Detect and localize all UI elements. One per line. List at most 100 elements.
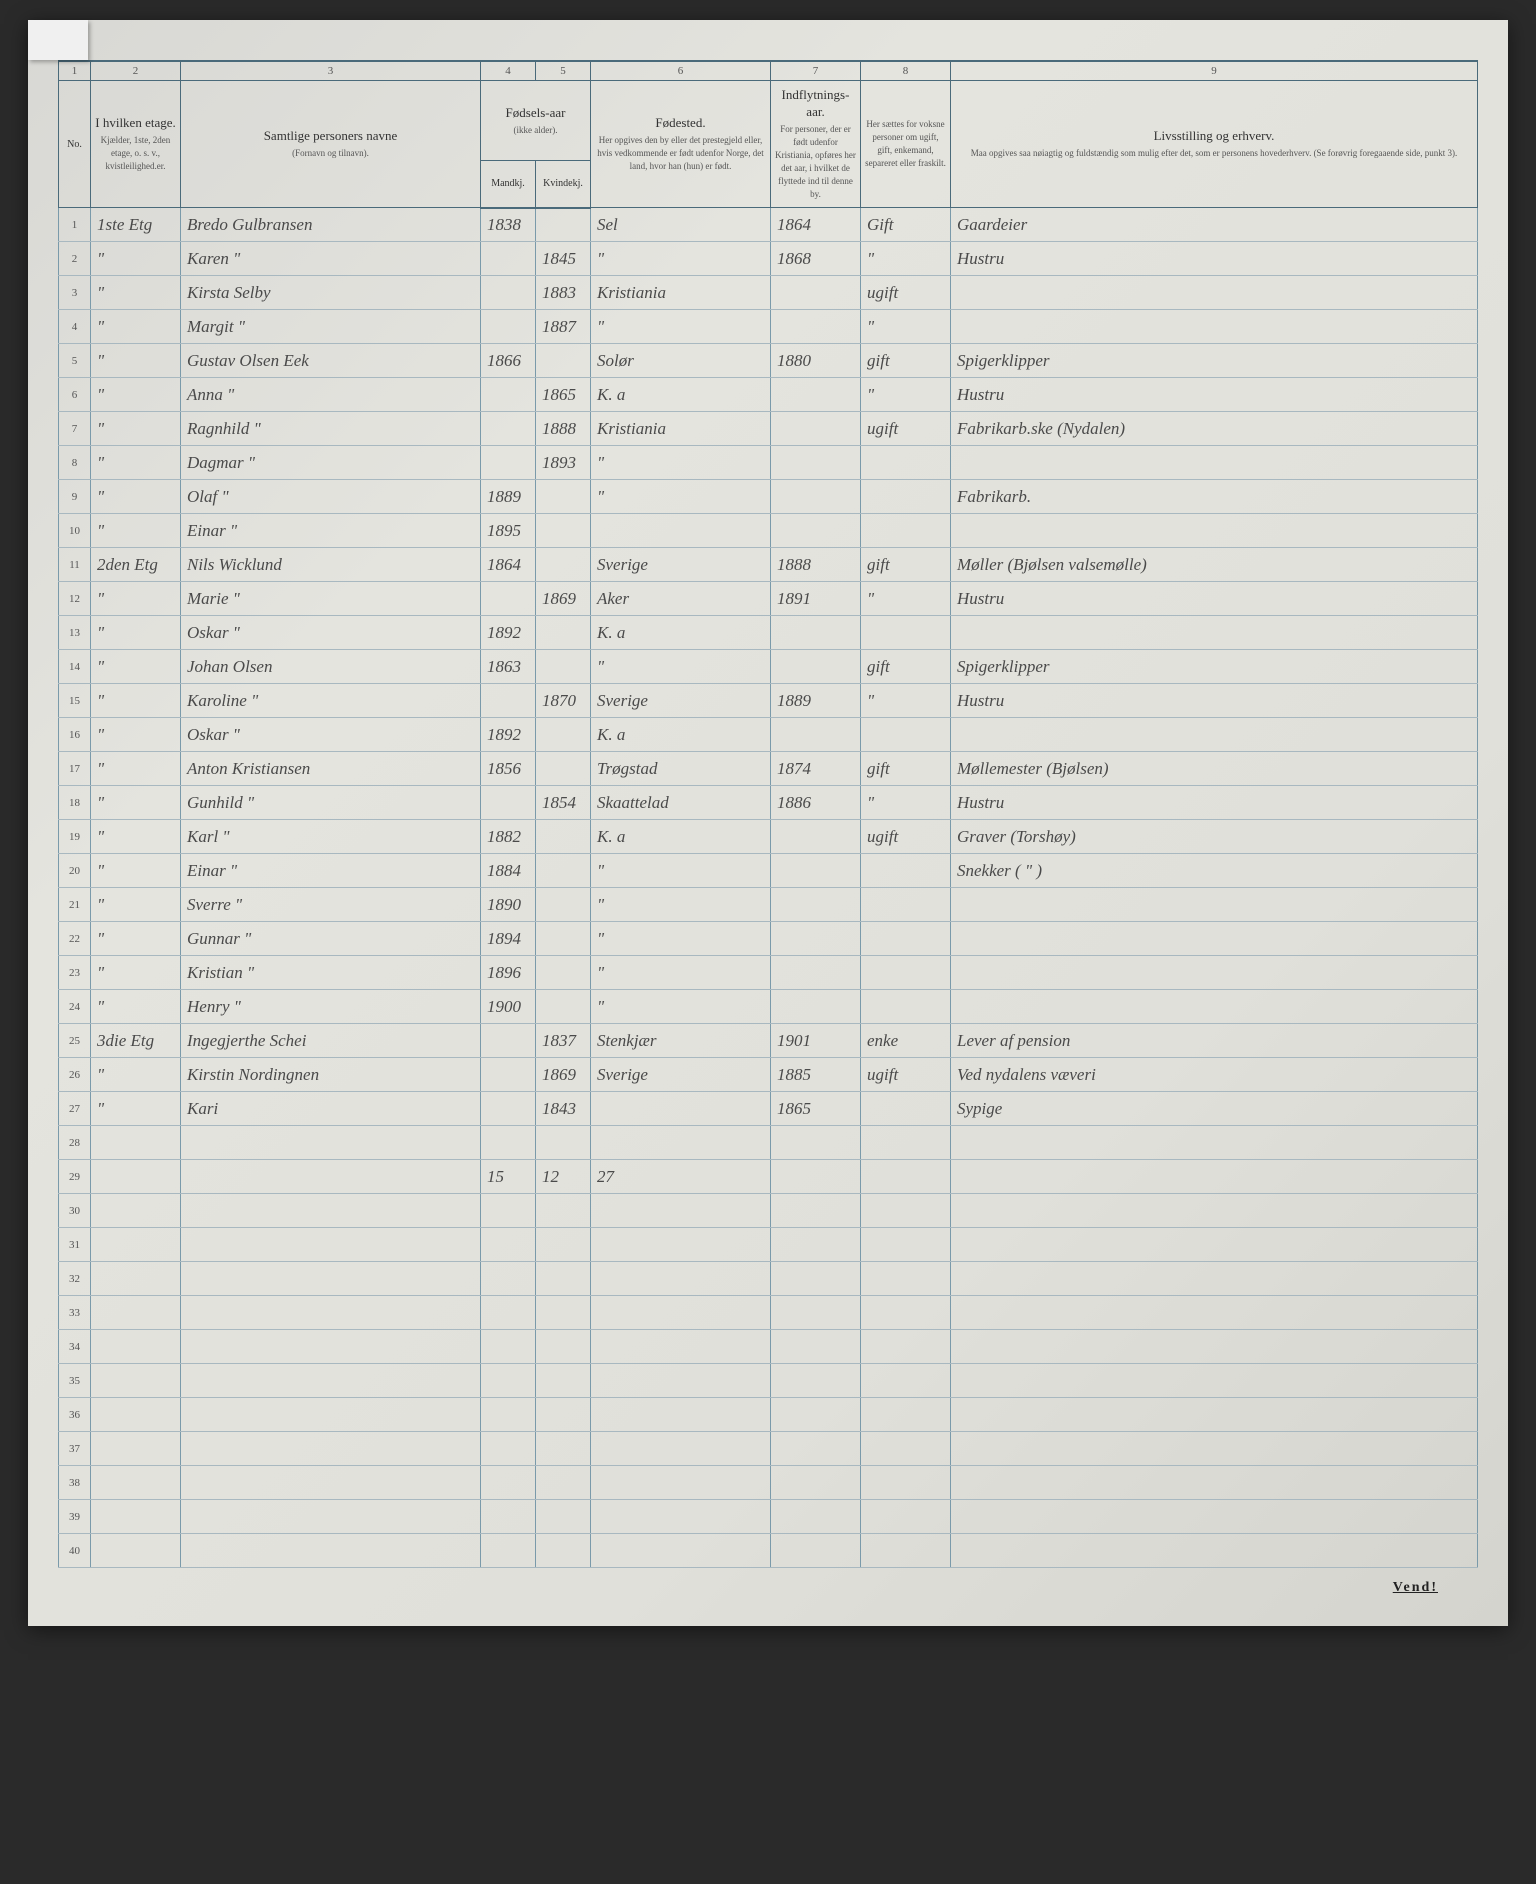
cell — [536, 208, 591, 242]
cell — [591, 1364, 771, 1398]
cell — [771, 1534, 861, 1568]
cell: 1870 — [536, 684, 591, 718]
cell: 6 — [59, 378, 91, 412]
cell — [771, 820, 861, 854]
cell — [91, 1330, 181, 1364]
cell — [536, 344, 591, 378]
cell — [481, 684, 536, 718]
table-row: 253die EtgIngegjerthe Schei1837Stenkjær1… — [59, 1024, 1478, 1058]
table-row: 33 — [59, 1296, 1478, 1330]
table-row: 38 — [59, 1466, 1478, 1500]
table-row: 20"Einar "1884"Snekker ( " ) — [59, 854, 1478, 888]
cell: 38 — [59, 1466, 91, 1500]
table-row: 39 — [59, 1500, 1478, 1534]
table-row: 37 — [59, 1432, 1478, 1466]
cell — [771, 480, 861, 514]
cell: Kirsta Selby — [181, 276, 481, 310]
cell — [771, 1330, 861, 1364]
cell: 1880 — [771, 344, 861, 378]
cell: 13 — [59, 616, 91, 650]
cell — [771, 310, 861, 344]
cell — [591, 1398, 771, 1432]
colnum-6: 6 — [591, 61, 771, 81]
cell: 1863 — [481, 650, 536, 684]
cell — [771, 718, 861, 752]
cell: Kirstin Nordingnen — [181, 1058, 481, 1092]
header-occ-sub: Maa opgives saa nøiagtig og fuldstændig … — [971, 148, 1458, 158]
cell: 1869 — [536, 582, 591, 616]
cell — [771, 1500, 861, 1534]
cell — [951, 1466, 1478, 1500]
cell: 1893 — [536, 446, 591, 480]
cell — [481, 1058, 536, 1092]
cell: Gift — [861, 208, 951, 242]
cell: 1888 — [771, 548, 861, 582]
cell: 1892 — [481, 718, 536, 752]
cell: gift — [861, 650, 951, 684]
cell: Fabrikarb.ske (Nydalen) — [951, 412, 1478, 446]
table-row: 4"Margit "1887"" — [59, 310, 1478, 344]
cell: " — [591, 854, 771, 888]
cell: " — [861, 684, 951, 718]
cell: " — [91, 786, 181, 820]
cell: " — [91, 1092, 181, 1126]
cell: 1889 — [481, 480, 536, 514]
cell — [861, 1262, 951, 1296]
cell: Gunnar " — [181, 922, 481, 956]
cell — [861, 956, 951, 990]
cell: 20 — [59, 854, 91, 888]
cell: 1887 — [536, 310, 591, 344]
cell: Karoline " — [181, 684, 481, 718]
cell: Sverre " — [181, 888, 481, 922]
cell: " — [91, 752, 181, 786]
cell — [771, 1398, 861, 1432]
cell: Hustru — [951, 684, 1478, 718]
cell: 31 — [59, 1228, 91, 1262]
cell — [771, 1364, 861, 1398]
cell: Hustru — [951, 378, 1478, 412]
cell — [481, 1500, 536, 1534]
cell — [951, 276, 1478, 310]
cell — [536, 888, 591, 922]
cell: Karl " — [181, 820, 481, 854]
cell: Fabrikarb. — [951, 480, 1478, 514]
cell: Kristiania — [591, 412, 771, 446]
cell: gift — [861, 344, 951, 378]
header-name-main: Samtlige personers navne — [185, 128, 476, 145]
cell: " — [861, 242, 951, 276]
cell: " — [91, 582, 181, 616]
cell: 1845 — [536, 242, 591, 276]
cell: 35 — [59, 1364, 91, 1398]
cell: Graver (Torshøy) — [951, 820, 1478, 854]
table-row: 21"Sverre "1890" — [59, 888, 1478, 922]
cell: 34 — [59, 1330, 91, 1364]
cell — [951, 1432, 1478, 1466]
cell — [861, 1534, 951, 1568]
cell: 26 — [59, 1058, 91, 1092]
header-etage: I hvilken etage. Kjælder, 1ste, 2den eta… — [91, 81, 181, 208]
cell: Trøgstad — [591, 752, 771, 786]
cell: " — [91, 854, 181, 888]
cell: 30 — [59, 1194, 91, 1228]
cell — [771, 1432, 861, 1466]
cell: Hustru — [951, 242, 1478, 276]
table-row: 6"Anna "1865K. a"Hustru — [59, 378, 1478, 412]
header-move-sub: For personer, der er født udenfor Kristi… — [775, 124, 856, 199]
cell: Snekker ( " ) — [951, 854, 1478, 888]
table-row: 12"Marie "1869Aker1891"Hustru — [59, 582, 1478, 616]
cell — [481, 276, 536, 310]
table-row: 5"Gustav Olsen Eek1866Solør1880giftSpige… — [59, 344, 1478, 378]
cell: Stenkjær — [591, 1024, 771, 1058]
cell: Ingegjerthe Schei — [181, 1024, 481, 1058]
cell: " — [91, 888, 181, 922]
cell — [951, 922, 1478, 956]
cell: Møller (Bjølsen valsemølle) — [951, 548, 1478, 582]
header-name: Samtlige personers navne (Fornavn og til… — [181, 81, 481, 208]
cell — [91, 1500, 181, 1534]
cell — [771, 956, 861, 990]
cell — [536, 1228, 591, 1262]
cell — [481, 1432, 536, 1466]
cell — [536, 514, 591, 548]
cell — [536, 1126, 591, 1160]
cell: Hustru — [951, 786, 1478, 820]
